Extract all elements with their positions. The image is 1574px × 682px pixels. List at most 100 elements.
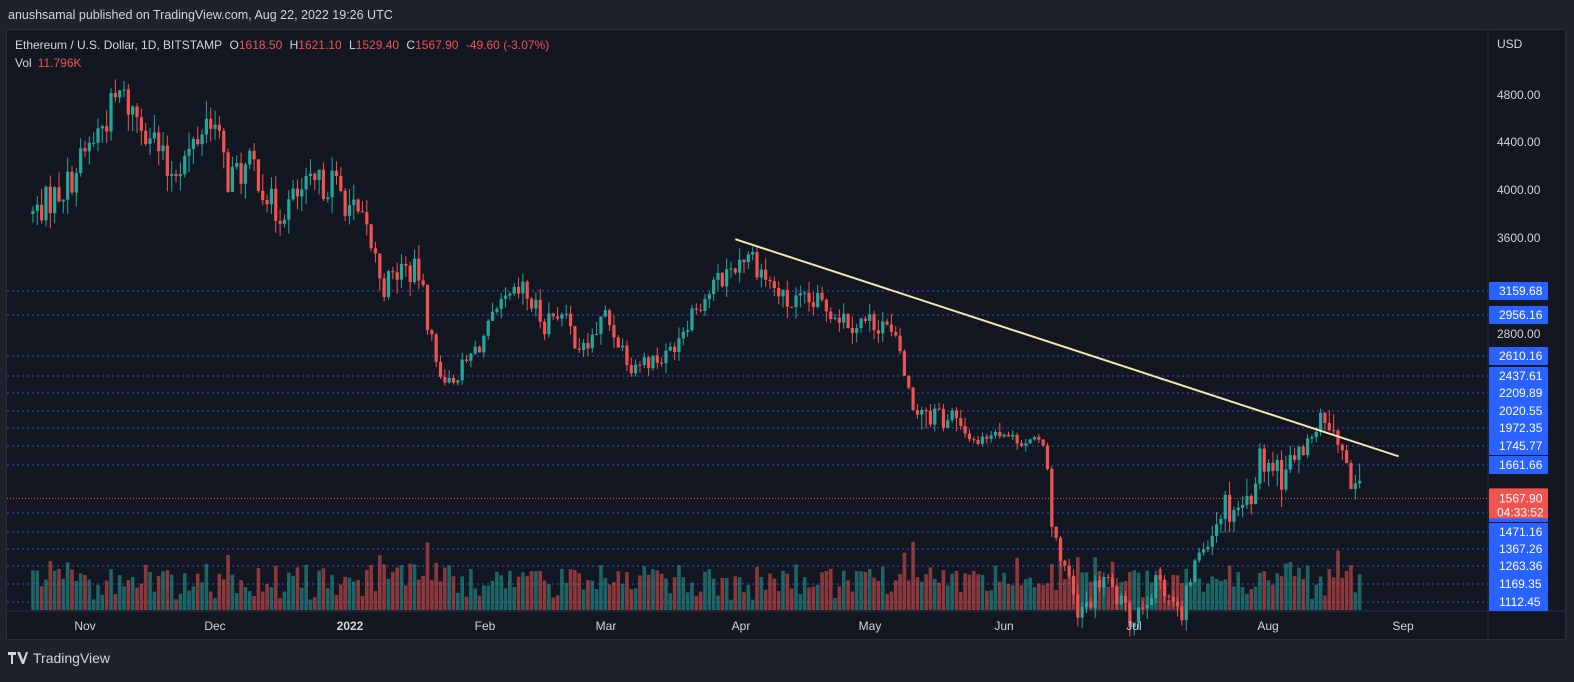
candle-body (889, 324, 894, 332)
candle-body (1232, 510, 1236, 522)
candle-body (313, 173, 317, 180)
volume-bar (230, 574, 235, 610)
tradingview-brand[interactable]: TradingView (8, 650, 110, 666)
time-tick-label: Jul (1126, 619, 1141, 633)
volume-bar (161, 571, 165, 610)
volume-bar (703, 571, 707, 610)
candle-body (256, 159, 261, 191)
price-level-label: 1169.35 (1499, 577, 1542, 591)
volume-bar (91, 599, 96, 610)
volume-bar (586, 580, 590, 610)
volume-bar (1206, 583, 1210, 610)
candle-body (347, 205, 352, 216)
candle-body (438, 361, 443, 378)
candle-body (378, 253, 382, 279)
volume-bar (646, 574, 651, 610)
symbol-name: Ethereum / U.S. Dollar, 1D, BITSTAMP (15, 38, 223, 52)
candle-body (395, 272, 399, 280)
time-tick-label: Sep (1392, 619, 1414, 633)
current-price-label: 1567.90 (1499, 491, 1543, 505)
volume-bar (31, 570, 35, 610)
candle-body (53, 187, 57, 214)
volume-bar (763, 589, 768, 610)
candle-body (434, 334, 438, 362)
candle-body (1063, 560, 1067, 566)
candle-body (308, 173, 313, 176)
volume-bar (365, 569, 369, 610)
volume-bar (325, 588, 330, 610)
volume-bar (963, 573, 967, 610)
volume-bar (651, 569, 655, 610)
volume-bar (239, 580, 243, 610)
candle-body (616, 337, 620, 348)
candle-body (712, 279, 716, 294)
volume-bar (538, 571, 543, 610)
price-level-label: 1661.66 (1499, 458, 1543, 472)
volume-bar (1063, 579, 1067, 610)
volume-bar (603, 578, 608, 610)
candle-body (837, 317, 841, 323)
volume-bar (299, 587, 304, 610)
chart-panel[interactable] (6, 29, 1566, 640)
volume-bar (733, 576, 738, 610)
candle-body (477, 346, 482, 353)
candle-body (898, 335, 902, 352)
volume-bar (989, 590, 993, 610)
candle-body (122, 89, 126, 91)
volume-bar (1262, 571, 1267, 610)
volume-bar (234, 593, 239, 610)
price-tick-label: 4000.00 (1497, 183, 1541, 197)
volume-bar (1084, 572, 1089, 610)
candle-body (1345, 450, 1349, 464)
volume-bar (781, 570, 785, 610)
volume-bar (57, 569, 61, 610)
candle-body (360, 211, 365, 213)
candle-body (1106, 576, 1110, 578)
volume-bar (52, 570, 57, 610)
volume-bar (932, 578, 937, 610)
volume-bar (668, 593, 673, 610)
candle-body (746, 254, 750, 263)
open-label: O (229, 38, 239, 52)
candle-body (1323, 412, 1327, 423)
volume-bar (252, 595, 256, 610)
candle-body (31, 210, 35, 214)
volume-bar (1050, 564, 1054, 610)
volume-bar (525, 576, 530, 610)
volume-bar (499, 575, 504, 610)
volume-bar (338, 584, 343, 610)
candle-body (482, 335, 486, 353)
price-level-badge (1489, 419, 1548, 437)
volume-bar (226, 555, 230, 610)
candle-body (261, 190, 265, 201)
candle-body (551, 313, 555, 317)
time-tick-label: Jun (994, 619, 1013, 633)
candle-body (339, 176, 343, 191)
volume-bar (330, 574, 334, 610)
volume-bar (542, 580, 547, 610)
volume-bar (1223, 579, 1228, 610)
volume-bar (360, 595, 365, 610)
volume-bar (1145, 570, 1150, 610)
candle-body (534, 299, 538, 309)
candle-body (573, 326, 577, 349)
volume-bar (273, 565, 278, 610)
time-tick-label: Apr (732, 619, 751, 633)
candle-body (651, 355, 655, 369)
candle-body (833, 317, 837, 320)
volume-bar (1301, 579, 1306, 610)
candle-body (759, 269, 763, 278)
price-level-label: 3159.68 (1499, 284, 1543, 298)
price-level-badge (1489, 306, 1548, 324)
candle-body (265, 200, 269, 205)
volume-bar (1245, 593, 1249, 610)
time-tick-label: Dec (204, 619, 225, 633)
volume-bar (1184, 568, 1189, 610)
volume-bar (304, 564, 308, 610)
volume-bar (308, 599, 313, 610)
candle-body (738, 259, 742, 273)
volume-bar (291, 575, 295, 610)
candle-body (226, 152, 230, 192)
candle-body (876, 330, 881, 334)
